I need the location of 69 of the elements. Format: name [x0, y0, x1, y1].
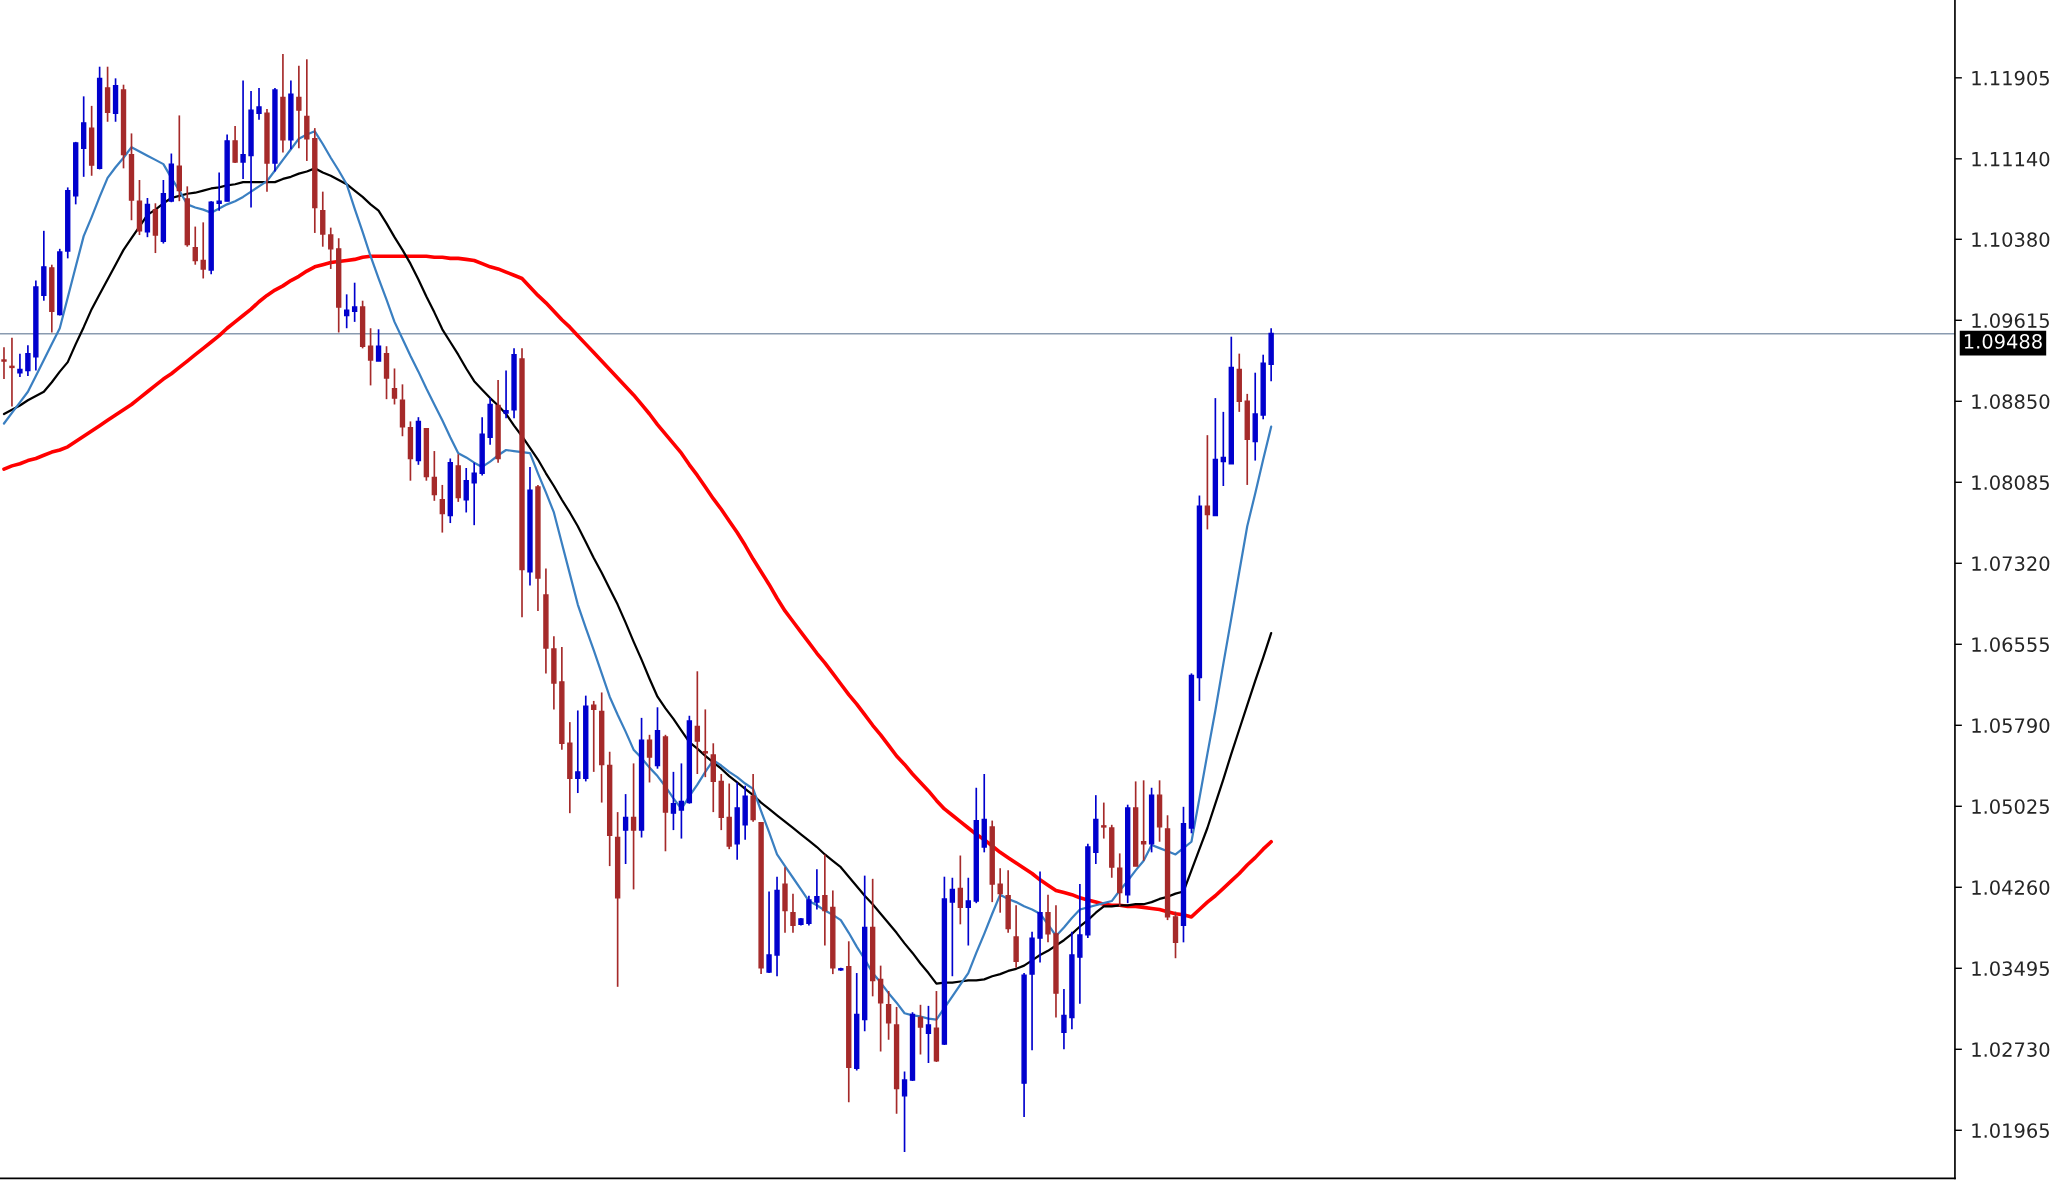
- y-tick-label: 1.02730: [1972, 1042, 2050, 1057]
- y-tick-label: 1.11905: [1972, 70, 2049, 86]
- candlestick: [790, 892, 796, 934]
- candlestick: [431, 450, 438, 502]
- candlestick: [965, 876, 971, 947]
- y-tick-label: 1.11140: [1972, 151, 2050, 167]
- candlestick: [1077, 883, 1083, 1005]
- candlestick: [694, 670, 701, 775]
- candlestick: [925, 1005, 932, 1064]
- candlestick: [240, 79, 246, 180]
- candlestick: [591, 700, 597, 773]
- candlestick: [304, 58, 310, 162]
- candlestick: [670, 771, 677, 831]
- candlestick: [622, 793, 629, 865]
- candlestick: [192, 225, 198, 266]
- candlestick: [9, 336, 15, 408]
- ref-line-label: 1.09488: [1964, 334, 2042, 349]
- candlestick: [885, 990, 892, 1041]
- y-tick-label: 1.05025: [1972, 799, 2049, 814]
- y-tick-label: 1.08085: [1972, 475, 2049, 490]
- candlestick: [256, 87, 262, 121]
- candlestick: [320, 190, 326, 248]
- candlestick: [1101, 801, 1107, 840]
- candlestick: [328, 226, 334, 270]
- y-tick-label: 1.05790: [1972, 718, 2050, 733]
- candlestick: [949, 876, 956, 978]
- candlestick: [814, 868, 820, 911]
- candlestick: [1140, 779, 1147, 862]
- candlestick: [216, 171, 222, 212]
- candlestick: [646, 733, 653, 784]
- y-tick-label: 1.01965: [1972, 1123, 2049, 1138]
- candlestick: [575, 709, 581, 794]
- candlestick: [997, 867, 1003, 914]
- candlestick: [877, 964, 884, 1053]
- candlestick: [351, 281, 358, 323]
- candlestick: [1204, 434, 1211, 531]
- candlestick: [766, 890, 772, 974]
- candlestick: [471, 461, 477, 527]
- candlestick: [375, 328, 382, 362]
- candlestick: [25, 344, 31, 377]
- candlestick: [463, 467, 469, 514]
- candlestick: [957, 854, 964, 926]
- candlestick: [503, 369, 509, 420]
- candlestick: [200, 221, 206, 280]
- candlestick: [367, 327, 374, 387]
- candlestick: [391, 367, 398, 406]
- candlestick: [901, 1070, 908, 1153]
- candlestick: [702, 708, 708, 779]
- candlestick: [678, 762, 685, 840]
- candlestick: [630, 762, 637, 891]
- candlestick: [439, 484, 445, 534]
- candlestick: [296, 64, 302, 150]
- y-tick-label: 1.06555: [1972, 637, 2049, 652]
- candlestick: [232, 125, 238, 164]
- candlestick: [1045, 893, 1051, 944]
- candlestick: [917, 1003, 924, 1056]
- y-tick-label: 1.04260: [1972, 880, 2050, 895]
- y-tick-label: 1.07320: [1972, 556, 2050, 571]
- candlestick: [750, 773, 756, 823]
- y-tick-label: 1.10380: [1972, 232, 2050, 247]
- y-tick-label: 1.09615: [1972, 313, 2049, 328]
- y-tick-label: 1.03495: [1972, 961, 2049, 976]
- line-series: [2, 254, 1273, 919]
- candlestick: [1061, 988, 1067, 1051]
- candlestick: [822, 853, 828, 947]
- candlestick: [17, 352, 23, 378]
- y-tick-label: 1.08850: [1972, 394, 2050, 409]
- candlestick: [1, 346, 7, 380]
- candlestick: [806, 894, 812, 927]
